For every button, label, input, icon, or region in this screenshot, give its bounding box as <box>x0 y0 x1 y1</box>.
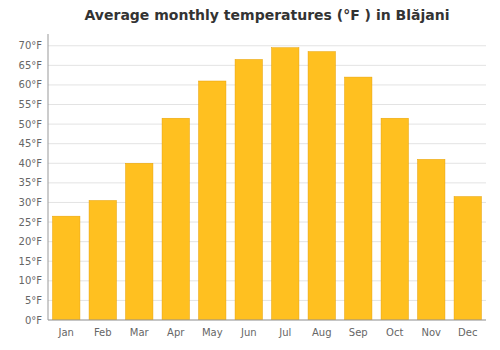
grid-line <box>48 84 486 85</box>
x-tick-label: Mar <box>130 327 150 338</box>
y-tick-label: 65°F <box>19 60 43 71</box>
grid-line <box>48 320 486 321</box>
bar <box>53 216 80 320</box>
grid-line <box>48 65 486 66</box>
bar <box>89 201 116 320</box>
y-tick-label: 45°F <box>19 138 43 149</box>
bar <box>454 197 481 320</box>
bar <box>308 52 335 320</box>
bar <box>381 118 408 320</box>
x-tick-label: Jun <box>240 327 257 338</box>
grid-line <box>48 124 486 125</box>
x-tick-label: Jul <box>278 327 291 338</box>
x-axis-line <box>48 320 486 321</box>
y-tick-label: 35°F <box>19 177 43 188</box>
x-tick-label: May <box>202 327 223 338</box>
x-tick-label: Apr <box>167 327 185 338</box>
x-tick-label: Aug <box>312 327 332 338</box>
y-tick-label: 20°F <box>19 236 43 247</box>
bar <box>418 159 445 320</box>
y-tick-label: 10°F <box>19 275 43 286</box>
y-tick-label: 50°F <box>19 119 43 130</box>
bar <box>272 48 299 320</box>
grid-line <box>48 143 486 144</box>
title: Average monthly temperatures (°F ) in Bl… <box>85 7 450 23</box>
y-tick-label: 5°F <box>25 295 42 306</box>
bar <box>199 81 226 320</box>
grid-line <box>48 45 486 46</box>
bar <box>235 59 262 320</box>
y-tick-label: 55°F <box>19 99 43 110</box>
bar <box>126 163 153 320</box>
x-tick-label: Oct <box>386 327 403 338</box>
x-tick-label: Feb <box>94 327 112 338</box>
chart: Average monthly temperatures (°F ) in Bl… <box>0 0 500 350</box>
y-tick-label: 70°F <box>19 40 43 51</box>
grid-line <box>48 104 486 105</box>
x-tick-label: Sep <box>349 327 368 338</box>
x-tick-label: Nov <box>421 327 441 338</box>
y-tick-label: 0°F <box>25 315 42 326</box>
x-axis: Jan Feb Mar Apr May Jun Jul Aug Sep Oct Nov Dec <box>58 327 478 338</box>
y-tick-label: 60°F <box>19 79 43 90</box>
bar <box>162 118 189 320</box>
x-tick-label: Dec <box>458 327 477 338</box>
y-grid: 0°F 5°F 10°F 15°F 20°F 25°F 30°F 35°F 40°F 45°F 50… <box>19 40 486 325</box>
y-tick-label: 30°F <box>19 197 43 208</box>
bar <box>345 77 372 320</box>
chart-container: Average monthly temperatures (°F ) in Bl… <box>0 0 500 350</box>
bars <box>53 48 482 320</box>
y-tick-label: 15°F <box>19 256 43 267</box>
y-axis-line <box>48 34 49 320</box>
x-tick-label: Jan <box>58 327 74 338</box>
y-tick-label: 40°F <box>19 158 43 169</box>
y-tick-label: 25°F <box>19 217 43 228</box>
